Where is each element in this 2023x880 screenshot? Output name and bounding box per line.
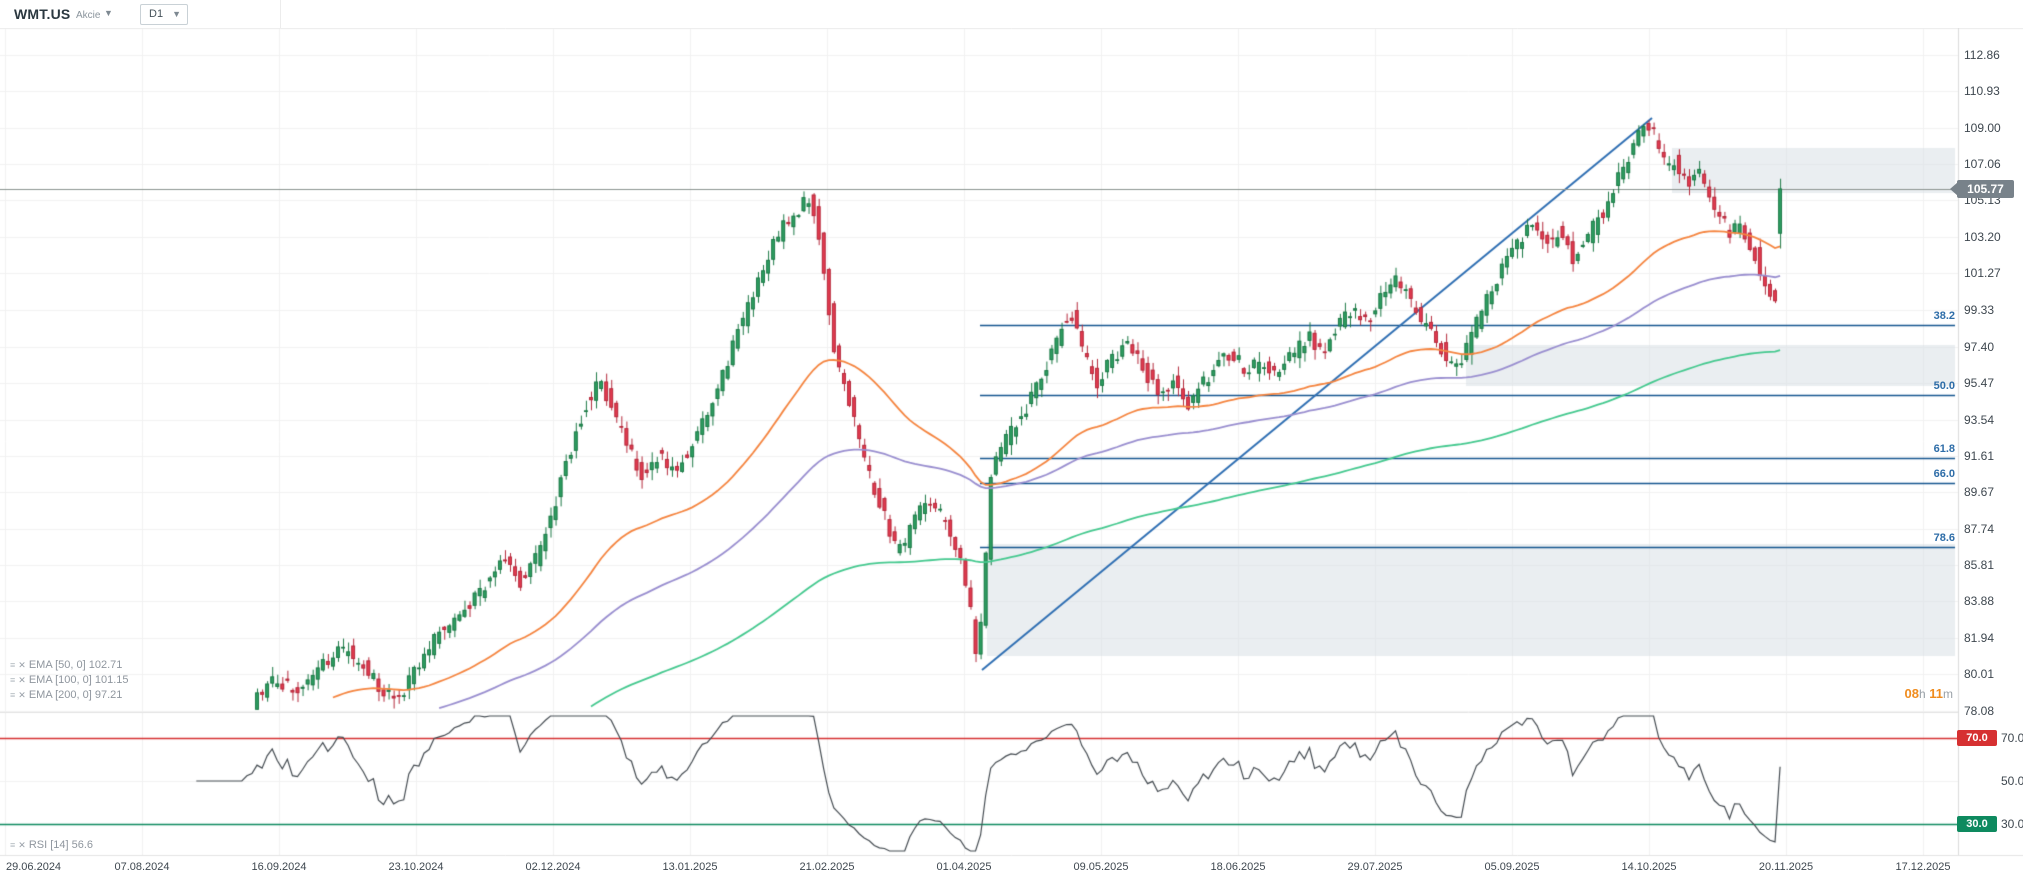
ema-legend-row: ≡ ✕ EMA [100, 0] 101.15 — [10, 674, 129, 688]
rsi-tick-70: 70.0 — [2001, 731, 2023, 745]
rsi-oversold-badge: 30.0 — [1957, 816, 1997, 832]
chevron-down-icon: ▼ — [172, 9, 181, 19]
fib-level-label: 38.2 — [1933, 310, 1955, 322]
price-tick-label: 89.67 — [1964, 485, 1995, 499]
indicator-close-icon[interactable]: ✕ — [18, 675, 26, 685]
date-tick-label: 18.06.2025 — [1210, 861, 1266, 873]
price-tick-label: 110.93 — [1964, 84, 2000, 98]
price-tick-label: 99.33 — [1964, 303, 1995, 317]
current-price-badge: 105.77 — [1950, 180, 2014, 198]
ema-legend-row: ≡ ✕ EMA [200, 0] 97.21 — [10, 689, 122, 703]
price-tick-label: 83.88 — [1964, 594, 1995, 608]
price-tick-label: 112.86 — [1964, 48, 2000, 62]
date-tick-label: 29.06.2024 — [6, 861, 62, 873]
price-tick-label: 78.08 — [1964, 704, 1995, 718]
instrument-type-label: Akcie — [76, 10, 101, 21]
date-tick-label: 16.09.2024 — [251, 861, 307, 873]
date-tick-label: 02.12.2024 — [525, 861, 581, 873]
indicator-settings-icon[interactable]: ≡ — [10, 660, 16, 670]
instrument-symbol[interactable]: WMT.US — [14, 6, 71, 22]
price-tick-label: 109.00 — [1964, 121, 2001, 135]
price-tick-label: 101.27 — [1964, 266, 2001, 280]
fib-level-label: 66.0 — [1933, 468, 1955, 480]
indicator-settings-icon[interactable]: ≡ — [10, 840, 16, 850]
fib-level-label: 78.6 — [1933, 532, 1955, 544]
ema-legend-row: ≡ ✕ EMA [50, 0] 102.71 — [10, 659, 122, 673]
indicator-close-icon[interactable]: ✕ — [18, 840, 26, 850]
rsi-overbought-badge: 70.0 — [1957, 730, 1997, 746]
indicator-settings-icon[interactable]: ≡ — [10, 690, 16, 700]
date-tick-label: 17.12.2025 — [1895, 861, 1951, 873]
price-tick-label: 103.20 — [1964, 230, 2001, 244]
indicator-close-icon[interactable]: ✕ — [18, 690, 26, 700]
price-tick-label: 91.61 — [1964, 449, 1995, 463]
timeframe-dropdown[interactable]: D1 ▼ — [140, 4, 188, 25]
price-tick-label: 87.74 — [1964, 522, 1995, 536]
date-tick-label: 23.10.2024 — [388, 861, 444, 873]
indicator-settings-icon[interactable]: ≡ — [10, 675, 16, 685]
date-tick-label: 29.07.2025 — [1347, 861, 1403, 873]
header-divider — [280, 0, 281, 28]
date-tick-label: 01.04.2025 — [936, 861, 992, 873]
rsi-tick-50: 50.0 — [2001, 774, 2023, 788]
date-tick-label: 09.05.2025 — [1073, 861, 1129, 873]
fib-level-label: 61.8 — [1933, 443, 1955, 455]
rsi-indicator-legend: ≡ ✕ RSI [14] 56.6 — [10, 839, 93, 853]
fib-level-label: 50.0 — [1933, 380, 1955, 392]
ema-legend-text: EMA [50, 0] 102.71 — [28, 659, 123, 671]
date-tick-label: 14.10.2025 — [1621, 861, 1677, 873]
rsi-tick-30: 30.0 — [2001, 817, 2023, 831]
date-tick-label: 05.09.2025 — [1484, 861, 1540, 873]
price-tick-label: 81.94 — [1964, 631, 1995, 645]
ema-legend-text: EMA [100, 0] 101.15 — [28, 674, 129, 686]
price-tick-label: 97.40 — [1964, 340, 1995, 354]
price-tick-label: 95.47 — [1964, 376, 1995, 390]
date-tick-label: 07.08.2024 — [114, 861, 170, 873]
date-tick-label: 13.01.2025 — [662, 861, 718, 873]
date-tick-label: 20.11.2025 — [1758, 861, 1814, 873]
timeframe-value: D1 — [149, 8, 164, 20]
price-tick-label: 85.81 — [1964, 558, 1995, 572]
price-tick-label: 93.54 — [1964, 413, 1995, 427]
date-tick-label: 21.02.2025 — [799, 861, 855, 873]
price-tick-label: 107.06 — [1964, 157, 2001, 171]
price-tick-label: 80.01 — [1964, 667, 1995, 681]
rsi-legend-text: RSI [14] 56.6 — [28, 839, 94, 851]
indicator-close-icon[interactable]: ✕ — [18, 660, 26, 670]
candle-countdown: 08h 11m — [1904, 686, 1953, 701]
chevron-down-icon[interactable]: ▼ — [104, 8, 113, 18]
chart-header: WMT.US Akcie ▼ D1 ▼ — [0, 0, 2023, 28]
ema-legend-text: EMA [200, 0] 97.21 — [28, 689, 123, 701]
